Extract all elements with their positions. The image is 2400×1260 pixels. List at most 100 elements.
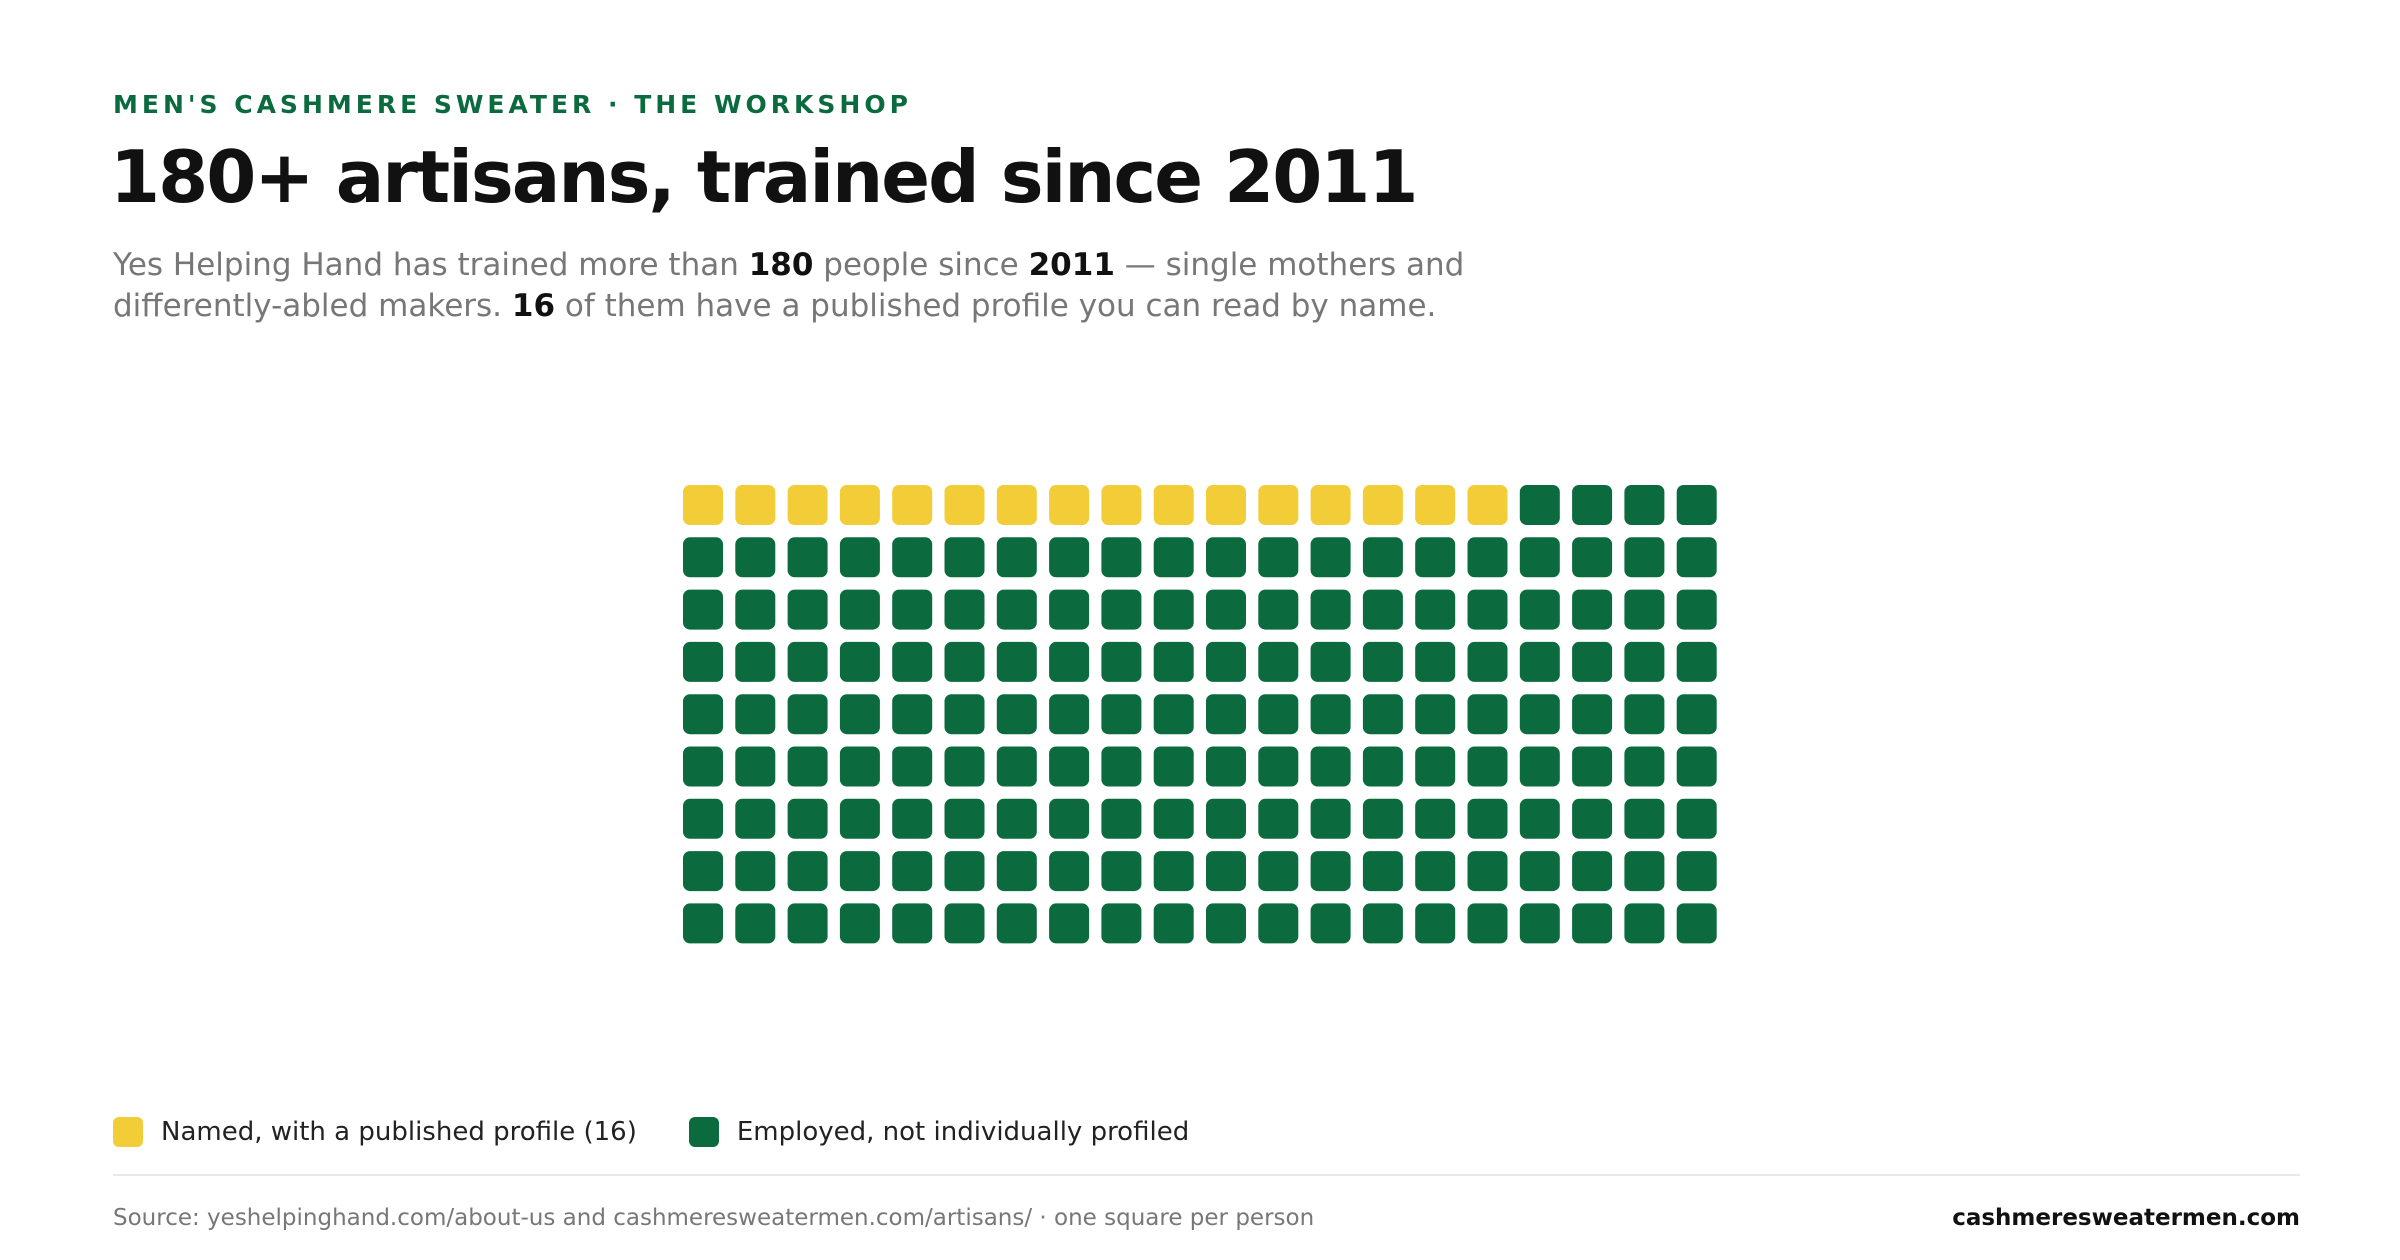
- waffle-square: [787, 589, 828, 630]
- waffle-square: [996, 798, 1037, 839]
- waffle-square: [683, 537, 723, 578]
- waffle-square: [1049, 694, 1090, 735]
- waffle-square: [1467, 903, 1508, 944]
- waffle-square: [996, 903, 1037, 944]
- waffle-square: [1519, 746, 1560, 787]
- waffle-square: [996, 746, 1037, 787]
- waffle-square: [1101, 641, 1142, 682]
- waffle-square: [944, 798, 985, 839]
- waffle-square: [892, 537, 933, 578]
- legend: Named, with a published profile (16) Empl…: [113, 1117, 1189, 1147]
- waffle-square: [1310, 798, 1351, 839]
- waffle-square: [735, 851, 776, 892]
- waffle-square: [1519, 641, 1560, 682]
- waffle-square: [944, 851, 985, 892]
- waffle-square: [1206, 903, 1246, 944]
- waffle-square: [1310, 694, 1351, 735]
- waffle-square: [1101, 537, 1142, 578]
- waffle-square: [944, 537, 985, 578]
- waffle-square: [735, 903, 776, 944]
- waffle-square: [1153, 485, 1194, 525]
- waffle-square: [787, 903, 828, 944]
- waffle-square: [1310, 485, 1351, 525]
- divider: [113, 1174, 2300, 1176]
- waffle-square: [1153, 903, 1194, 944]
- waffle-square: [839, 694, 880, 735]
- waffle-square: [1153, 641, 1194, 682]
- subtitle-highlight: 180: [748, 247, 814, 283]
- waffle-square: [683, 746, 723, 787]
- waffle-square: [1572, 851, 1613, 892]
- subtitle-text: of them have a published profile you can…: [555, 288, 1437, 324]
- waffle-square: [892, 589, 933, 630]
- waffle-square: [1153, 746, 1194, 787]
- source-note: Source: yeshelpinghand.com/about-us and …: [113, 1205, 1315, 1231]
- waffle-square: [1572, 485, 1613, 525]
- waffle-square: [1362, 694, 1403, 735]
- waffle-square: [1415, 485, 1456, 525]
- waffle-square: [892, 641, 933, 682]
- legend-label: Employed, not individually profiled: [736, 1117, 1190, 1147]
- waffle-square: [1467, 485, 1508, 525]
- waffle-square: [1362, 485, 1403, 525]
- waffle-square: [1572, 694, 1613, 735]
- waffle-square: [1101, 903, 1142, 944]
- waffle-square: [1206, 641, 1246, 682]
- waffle-square: [1049, 485, 1090, 525]
- waffle-square: [1362, 903, 1403, 944]
- waffle-square: [1624, 589, 1665, 630]
- waffle-square: [683, 851, 723, 892]
- waffle-square: [1258, 641, 1299, 682]
- waffle-square: [1153, 851, 1194, 892]
- waffle-square: [1676, 589, 1717, 630]
- waffle-square: [1049, 798, 1090, 839]
- waffle-square: [1310, 537, 1351, 578]
- waffle-square: [1572, 746, 1613, 787]
- waffle-square: [1310, 746, 1351, 787]
- waffle-square: [839, 589, 880, 630]
- waffle-square: [1676, 641, 1717, 682]
- waffle-square: [1519, 537, 1560, 578]
- waffle-square: [1519, 851, 1560, 892]
- waffle-square: [735, 485, 776, 525]
- waffle-square: [944, 589, 985, 630]
- waffle-square: [839, 641, 880, 682]
- waffle-square: [1519, 694, 1560, 735]
- waffle-square: [1206, 798, 1246, 839]
- waffle-square: [1310, 589, 1351, 630]
- waffle-square: [1258, 746, 1299, 787]
- waffle-square: [1258, 851, 1299, 892]
- waffle-square: [1415, 903, 1456, 944]
- waffle-square: [1415, 641, 1456, 682]
- waffle-square: [683, 589, 723, 630]
- waffle-square: [787, 798, 828, 839]
- waffle-square: [787, 746, 828, 787]
- waffle-square: [1153, 537, 1194, 578]
- waffle-square: [683, 798, 723, 839]
- waffle-square: [1624, 903, 1665, 944]
- waffle-square: [1101, 694, 1142, 735]
- waffle-square: [1415, 537, 1456, 578]
- waffle-square: [944, 746, 985, 787]
- waffle-square: [1101, 589, 1142, 630]
- waffle-square: [1310, 851, 1351, 892]
- waffle-square: [1362, 641, 1403, 682]
- waffle-square: [839, 851, 880, 892]
- waffle-square: [944, 485, 985, 525]
- waffle-square: [944, 903, 985, 944]
- waffle-square: [735, 589, 776, 630]
- waffle-square: [1101, 851, 1142, 892]
- waffle-square: [1467, 641, 1508, 682]
- waffle-square: [735, 641, 776, 682]
- waffle-square: [1415, 851, 1456, 892]
- waffle-square: [1362, 537, 1403, 578]
- waffle-square: [1467, 694, 1508, 735]
- waffle-square: [1572, 589, 1613, 630]
- waffle-square: [1206, 537, 1246, 578]
- waffle-square: [735, 694, 776, 735]
- waffle-square: [1101, 746, 1142, 787]
- waffle-square: [839, 746, 880, 787]
- waffle-square: [1676, 485, 1717, 525]
- waffle-square: [1467, 798, 1508, 839]
- waffle-square: [1624, 537, 1665, 578]
